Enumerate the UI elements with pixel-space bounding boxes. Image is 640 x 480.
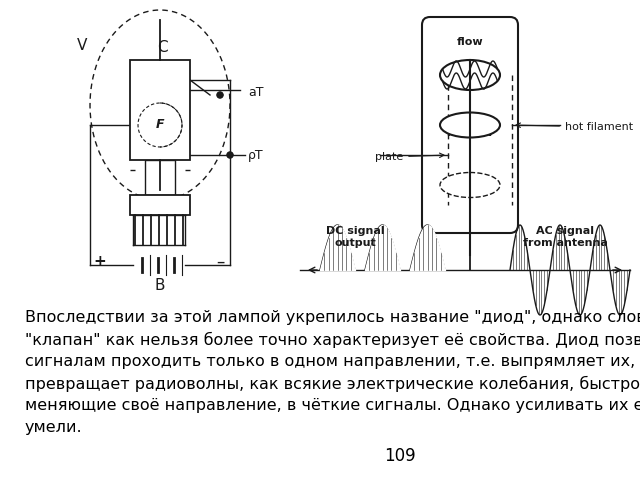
Text: B: B xyxy=(155,277,165,292)
Text: C: C xyxy=(157,40,167,56)
Text: aT: aT xyxy=(248,86,264,99)
Ellipse shape xyxy=(440,112,500,137)
Ellipse shape xyxy=(440,60,500,90)
Text: plate: plate xyxy=(375,152,444,162)
Text: –: – xyxy=(216,253,224,271)
Text: превращает радиоволны, как всякие электрические колебания, быстро: превращает радиоволны, как всякие электр… xyxy=(25,376,640,392)
Polygon shape xyxy=(227,152,233,158)
Ellipse shape xyxy=(440,172,500,197)
Text: "клапан" как нельзя более точно характеризует её свойства. Диод позволяет: "клапан" как нельзя более точно характер… xyxy=(25,332,640,348)
Text: ρT: ρT xyxy=(248,148,264,161)
Polygon shape xyxy=(217,92,223,98)
Text: 109: 109 xyxy=(384,447,416,465)
FancyBboxPatch shape xyxy=(422,17,518,233)
Text: AC signal
from antenna: AC signal from antenna xyxy=(523,226,607,248)
Text: DC signal
output: DC signal output xyxy=(326,226,384,248)
Text: no flow: no flow xyxy=(447,128,493,138)
Text: +: + xyxy=(93,254,106,269)
Text: умели.: умели. xyxy=(25,420,83,435)
Text: сигналам проходить только в одном направлении, т.е. выпрямляет их, и: сигналам проходить только в одном направ… xyxy=(25,354,640,369)
Bar xyxy=(130,60,190,160)
Text: Впоследствии за этой лампой укрепилось название "диод", однако слово: Впоследствии за этой лампой укрепилось н… xyxy=(25,310,640,325)
Text: hot filament: hot filament xyxy=(516,122,633,132)
Text: V: V xyxy=(77,37,87,52)
Bar xyxy=(145,160,175,195)
Text: меняющие своё направление, в чёткие сигналы. Однако усиливать их ещё не: меняющие своё направление, в чёткие сигн… xyxy=(25,398,640,413)
Bar xyxy=(130,195,190,215)
Text: F: F xyxy=(156,119,164,132)
Text: flow: flow xyxy=(457,37,483,47)
